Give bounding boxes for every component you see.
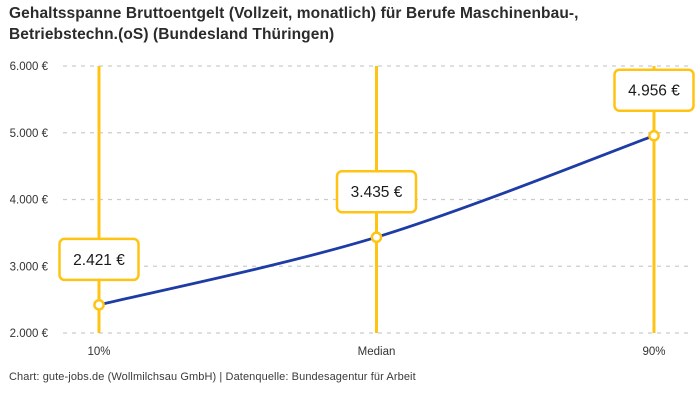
y-tick-label: 6.000 €: [10, 61, 49, 73]
y-tick-label: 2.000 €: [10, 328, 49, 340]
value-label: 2.421 €: [73, 252, 125, 269]
value-label-box: [335, 169, 418, 214]
x-tick-label: 10%: [87, 346, 110, 358]
data-point-marker: [370, 231, 383, 244]
value-label: 4.956 €: [628, 83, 680, 100]
value-label: 3.435 €: [351, 184, 403, 201]
data-point-marker: [93, 299, 105, 311]
y-tick-label: 3.000 €: [10, 261, 49, 273]
y-tick-label: 5.000 €: [10, 128, 49, 140]
y-tick-label: 4.000 €: [10, 195, 49, 207]
chart-title-line1: Gehaltsspanne Bruttoentgelt (Vollzeit, m…: [9, 5, 579, 22]
x-tick-label: Median: [358, 346, 396, 358]
chart-title: Gehaltsspanne Bruttoentgelt (Vollzeit, m…: [9, 3, 579, 45]
chart-title-line2: Betriebstechn.(oS) (Bundesland Thüringen…: [9, 26, 335, 43]
data-point-marker: [648, 129, 660, 142]
chart-credit: Chart: gute-jobs.de (Wollmilchsau GmbH) …: [9, 371, 416, 383]
value-label-box: [613, 68, 695, 112]
x-tick-label: 90%: [642, 346, 665, 358]
value-label-box: [58, 237, 140, 282]
